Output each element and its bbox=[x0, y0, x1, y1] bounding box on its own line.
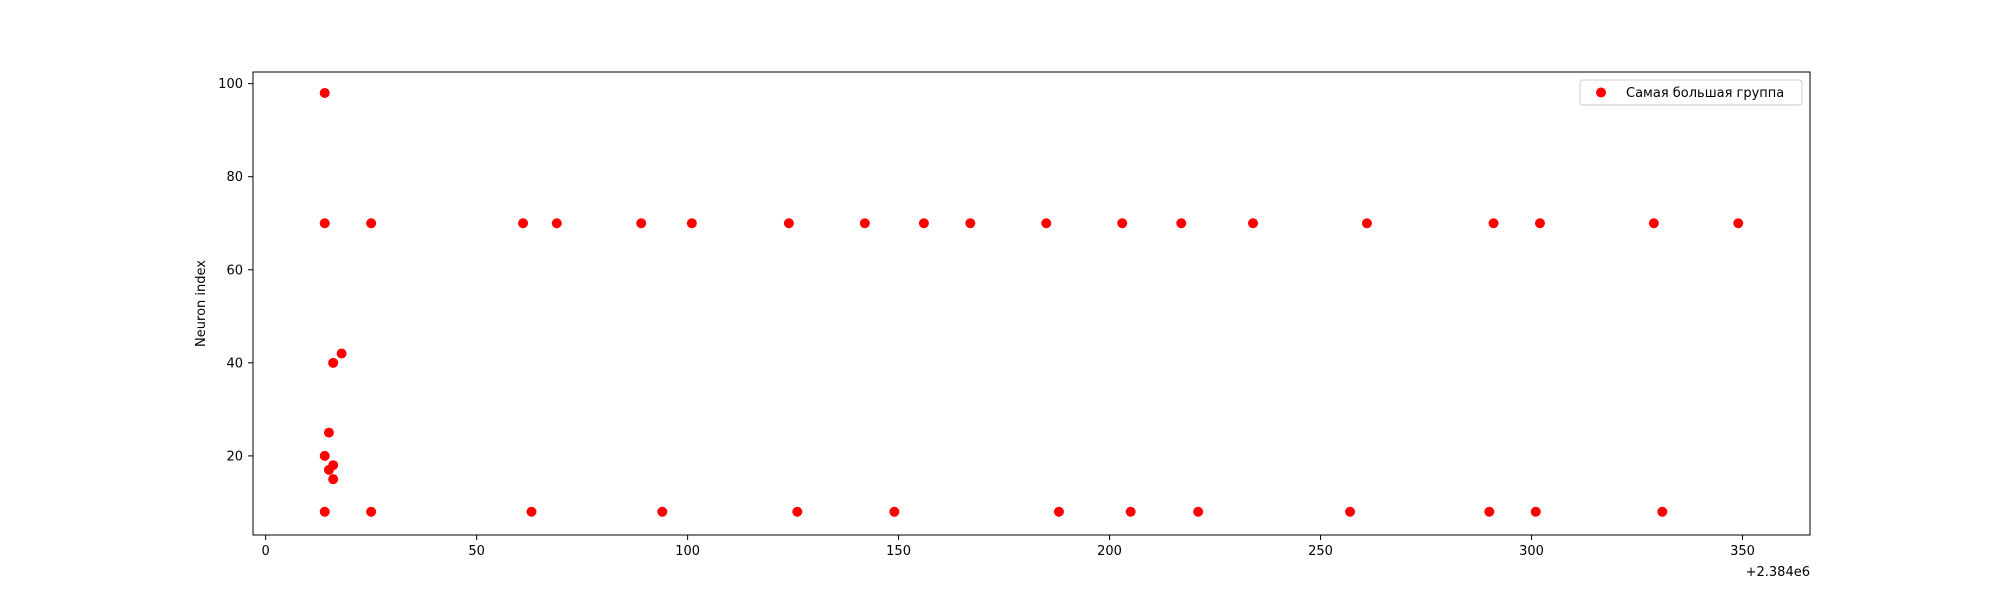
data-point bbox=[657, 506, 668, 517]
legend-box bbox=[1579, 79, 1803, 106]
data-point bbox=[336, 348, 347, 359]
data-point bbox=[1484, 506, 1495, 517]
data-point bbox=[1248, 218, 1259, 229]
data-point bbox=[1125, 506, 1136, 517]
data-point bbox=[1733, 218, 1744, 229]
y-tick-label: 100 bbox=[218, 77, 243, 92]
data-point bbox=[551, 218, 562, 229]
x-tick-label: 0 bbox=[262, 544, 270, 559]
x-tick-label: 200 bbox=[1097, 544, 1122, 559]
legend-marker bbox=[1596, 87, 1606, 98]
data-point bbox=[686, 218, 697, 229]
data-point bbox=[783, 218, 794, 229]
data-point bbox=[526, 506, 537, 517]
data-point bbox=[1488, 218, 1499, 229]
data-point bbox=[1530, 506, 1541, 517]
data-point bbox=[328, 474, 339, 485]
y-tick-label: 40 bbox=[226, 356, 243, 371]
y-tick-label: 20 bbox=[226, 449, 243, 464]
y-axis-label: Neuron index bbox=[194, 260, 209, 347]
data-point bbox=[1041, 218, 1052, 229]
data-point bbox=[792, 506, 803, 517]
data-point bbox=[328, 357, 339, 368]
data-point bbox=[1193, 506, 1204, 517]
plot-area bbox=[252, 71, 1811, 536]
data-point bbox=[323, 464, 334, 475]
x-axis-offset-label: +2.384e6 bbox=[1746, 565, 1810, 580]
y-tick-label: 80 bbox=[226, 170, 243, 185]
data-point bbox=[1534, 218, 1545, 229]
x-tick-label: 50 bbox=[468, 544, 485, 559]
x-tick-label: 250 bbox=[1308, 544, 1333, 559]
x-axis-ticks: 0 50 100 150 200 250 300 350 bbox=[262, 535, 1755, 559]
data-point bbox=[319, 218, 330, 229]
x-tick-label: 100 bbox=[675, 544, 700, 559]
data-point bbox=[1361, 218, 1372, 229]
data-point bbox=[323, 427, 334, 438]
data-point bbox=[366, 506, 377, 517]
x-tick-label: 300 bbox=[1519, 544, 1544, 559]
y-axis-ticks: 20 40 60 80 100 bbox=[218, 77, 253, 464]
legend-label: Самая большая группа bbox=[1626, 86, 1784, 101]
data-point bbox=[319, 87, 330, 98]
legend: Самая большая группа bbox=[1579, 79, 1803, 106]
data-point bbox=[319, 506, 330, 517]
data-point bbox=[1648, 218, 1659, 229]
data-point bbox=[1117, 218, 1128, 229]
data-point bbox=[1657, 506, 1668, 517]
data-point bbox=[1053, 506, 1064, 517]
data-point bbox=[1345, 506, 1356, 517]
data-point bbox=[889, 506, 900, 517]
data-point bbox=[965, 218, 976, 229]
data-point bbox=[918, 218, 929, 229]
y-tick-label: 60 bbox=[226, 263, 243, 278]
x-tick-label: 350 bbox=[1730, 544, 1755, 559]
data-point bbox=[1176, 218, 1187, 229]
data-point bbox=[518, 218, 529, 229]
data-point bbox=[636, 218, 647, 229]
data-points bbox=[319, 87, 1744, 517]
x-tick-label: 150 bbox=[886, 544, 911, 559]
data-point bbox=[319, 450, 330, 461]
data-point bbox=[859, 218, 870, 229]
data-point bbox=[366, 218, 377, 229]
